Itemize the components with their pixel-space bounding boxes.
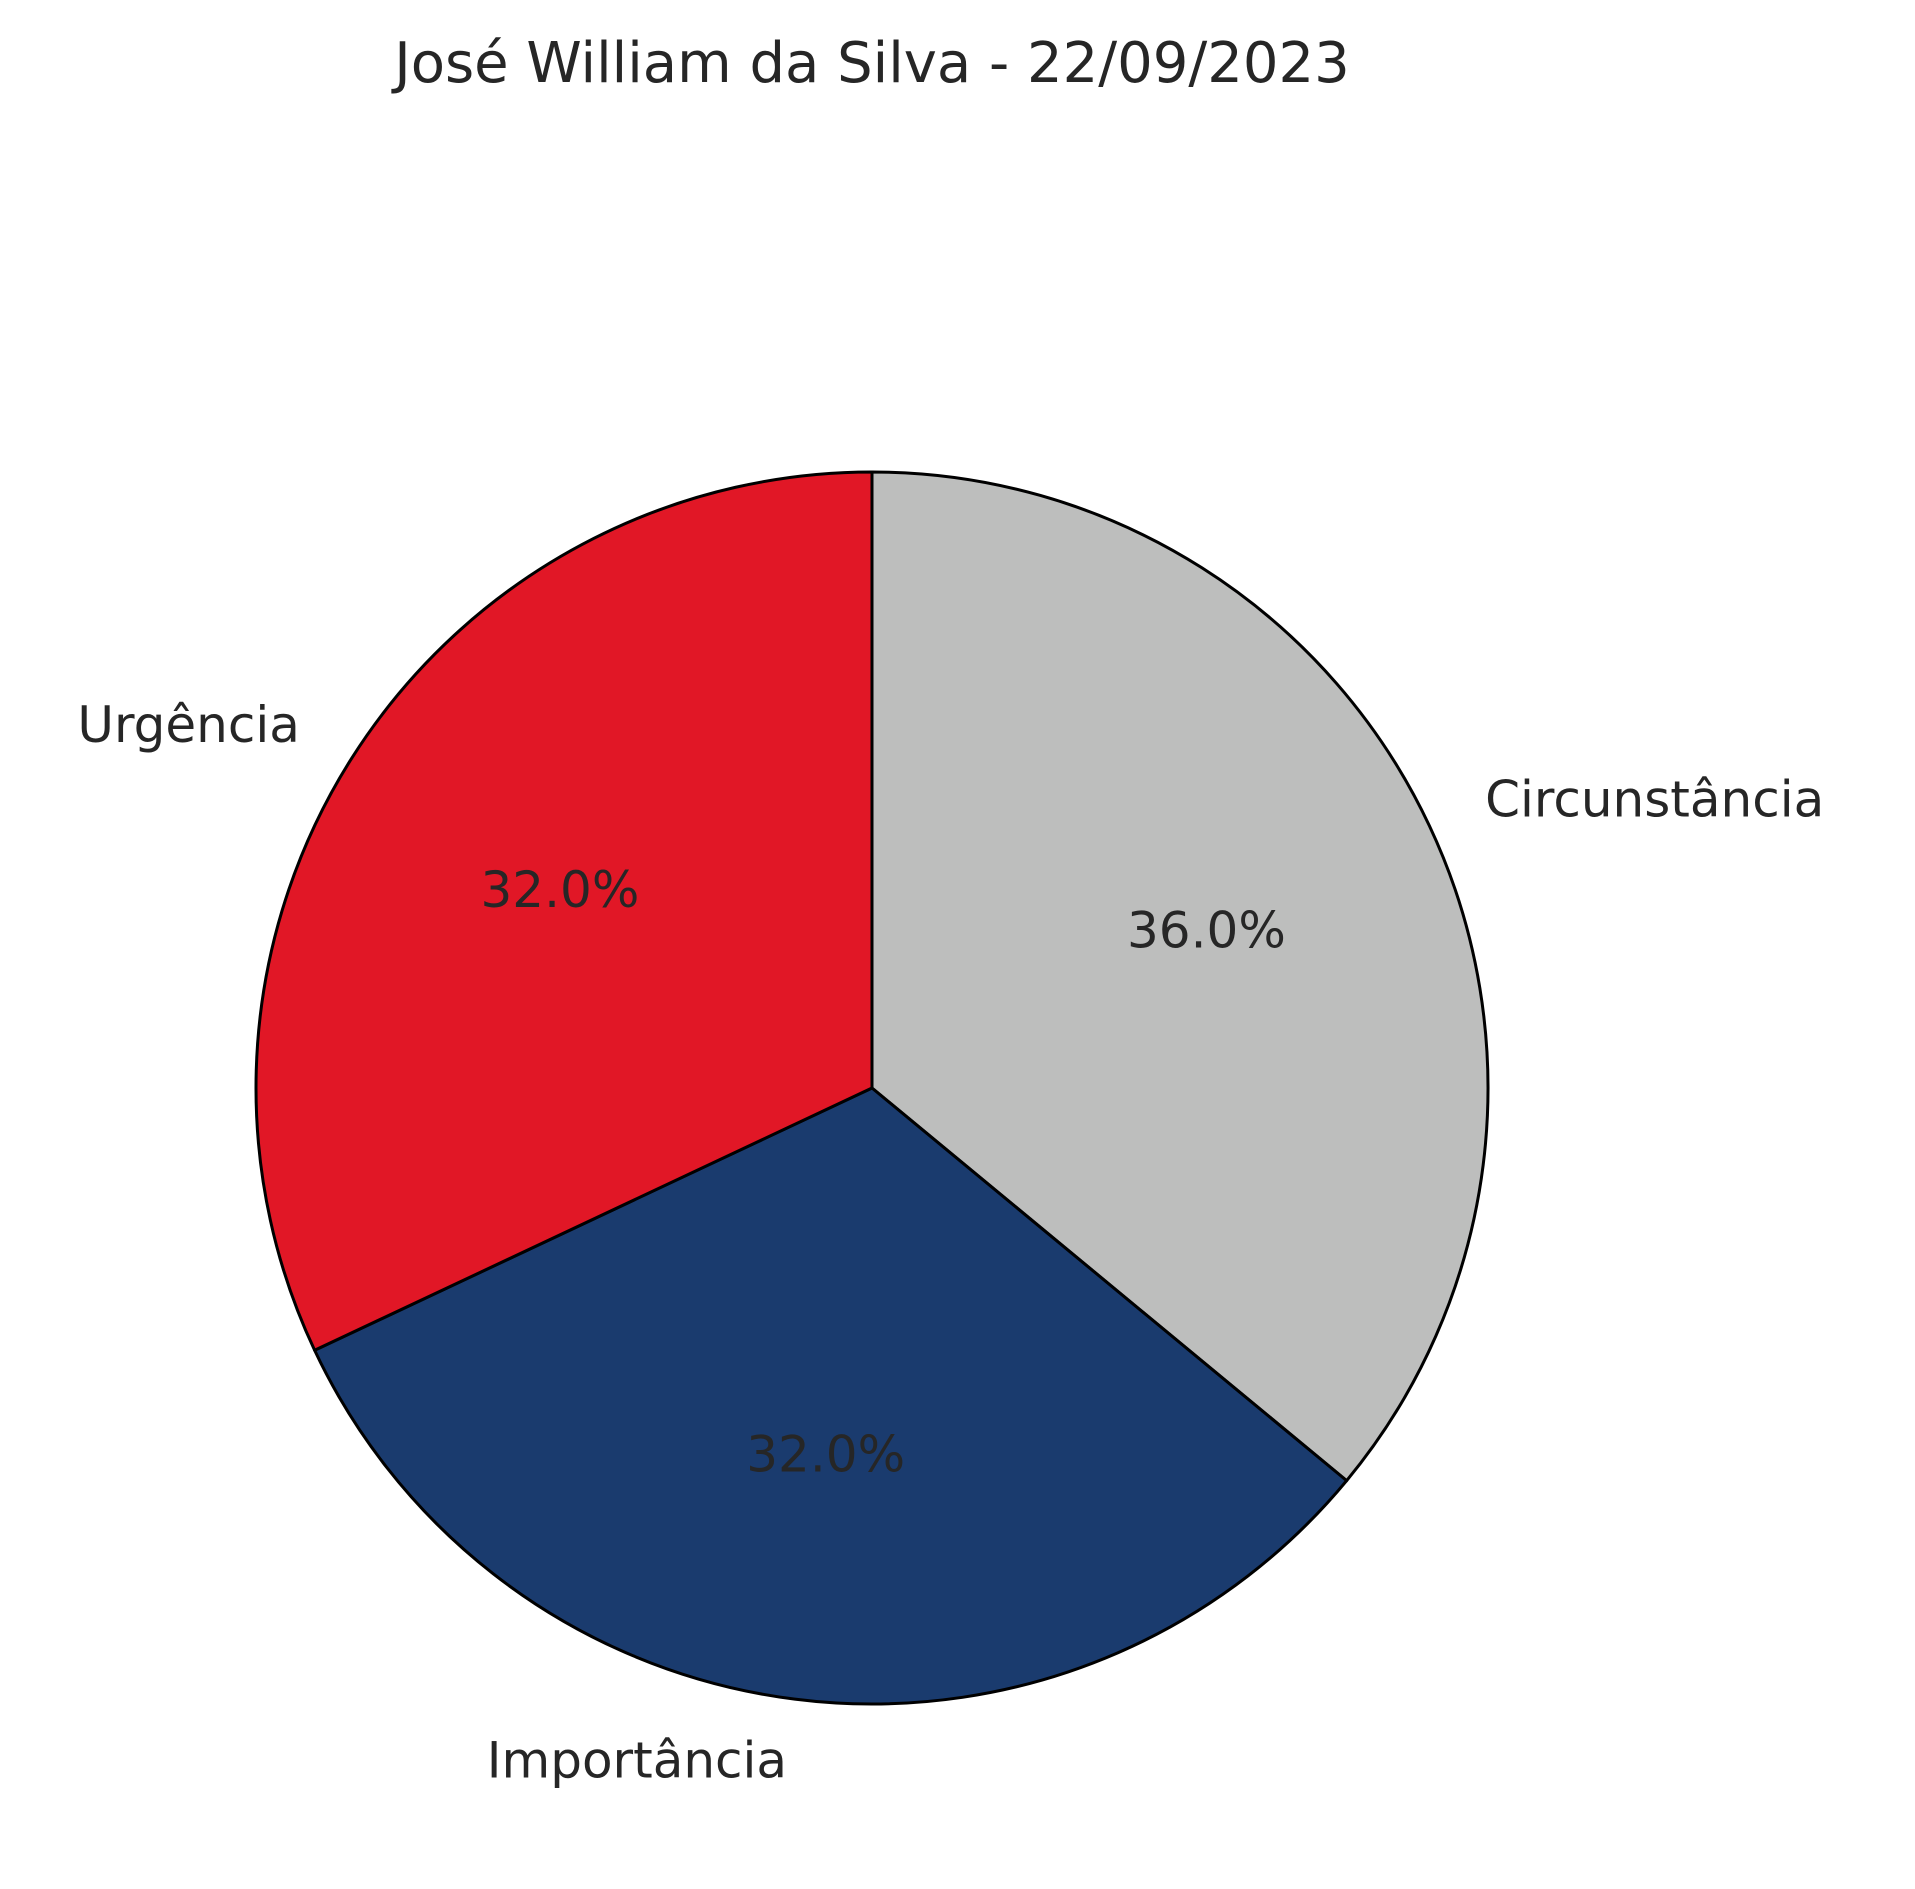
pie-slice-urgencia xyxy=(254,470,874,1352)
slice-label-urgencia: Urgência xyxy=(77,696,300,754)
percent-label-circunstancia: 36.0% xyxy=(1127,902,1286,960)
percent-label-urgencia: 32.0% xyxy=(481,861,640,919)
percent-label-importancia: 32.0% xyxy=(746,1426,905,1484)
pie-slices xyxy=(254,470,1490,1706)
pie-slice-circunstancia xyxy=(870,470,1490,1483)
slice-label-importancia: Importância xyxy=(487,1731,787,1789)
pie-labels: Circunstância 36.0% Importância 32.0% Urgênc… xyxy=(77,696,1824,1789)
chart-title: José William da Silva - 22/09/2023 xyxy=(391,31,1350,96)
slice-label-circunstancia: Circunstância xyxy=(1485,770,1824,828)
pie-slice-importancia xyxy=(313,1086,1349,1706)
